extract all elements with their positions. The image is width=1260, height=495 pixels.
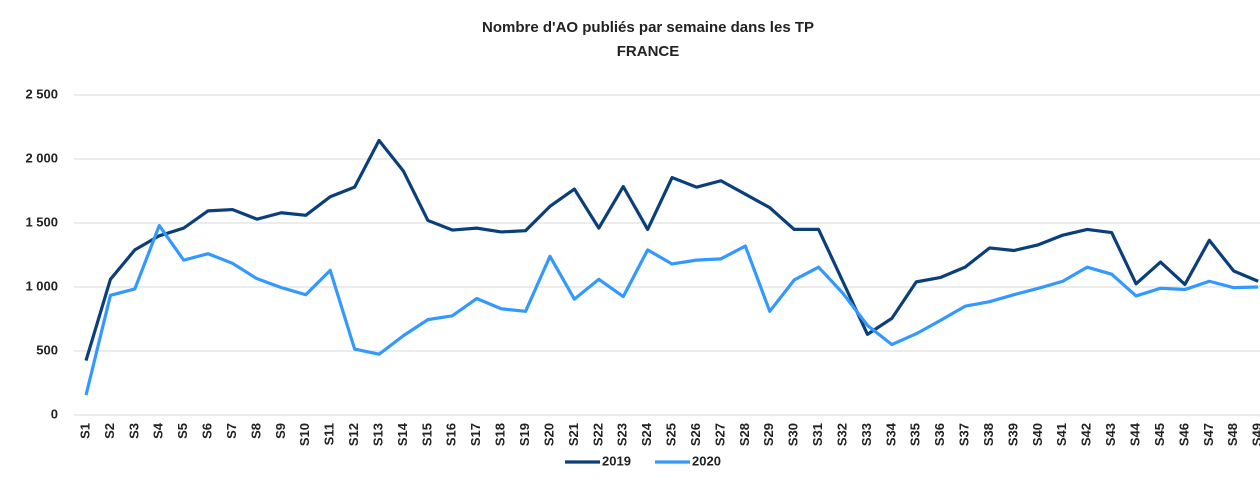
- x-tick-label: S26: [688, 423, 703, 446]
- y-tick-label: 0: [51, 406, 58, 421]
- x-tick-label: S48: [1225, 423, 1240, 446]
- x-tick-label: S9: [273, 423, 288, 439]
- x-tick-label: S24: [639, 422, 654, 446]
- x-tick-label: S40: [1030, 423, 1045, 446]
- x-tick-label: S29: [761, 423, 776, 446]
- y-tick-label: 1 000: [25, 278, 58, 293]
- x-tick-label: S14: [395, 422, 410, 446]
- x-tick-label: S49: [1250, 423, 1260, 446]
- x-tick-label: S35: [908, 423, 923, 446]
- x-tick-label: S13: [370, 423, 385, 446]
- chart-title: Nombre d'AO publiés par semaine dans les…: [482, 19, 814, 36]
- x-tick-label: S10: [297, 423, 312, 446]
- y-tick-label: 2 500: [25, 86, 58, 101]
- x-tick-label: S18: [493, 423, 508, 446]
- x-tick-label: S5: [175, 423, 190, 439]
- x-tick-label: S17: [468, 423, 483, 446]
- x-tick-label: S2: [102, 423, 117, 439]
- x-tick-label: S45: [1152, 423, 1167, 446]
- series-line: [84, 223, 1259, 396]
- x-tick-label: S7: [224, 423, 239, 439]
- x-tick-label: S21: [566, 423, 581, 446]
- series-line: [84, 138, 1259, 362]
- x-tick-label: S46: [1176, 423, 1191, 446]
- x-tick-label: S25: [664, 423, 679, 446]
- legend-label: 2020: [692, 453, 721, 468]
- x-tick-label: S22: [590, 423, 605, 446]
- x-tick-label: S42: [1079, 423, 1094, 446]
- x-tick-label: S30: [786, 423, 801, 446]
- x-tick-label: S15: [419, 423, 434, 446]
- x-tick-label: S1: [77, 423, 92, 439]
- x-tick-label: S20: [541, 423, 556, 446]
- x-tick-label: S33: [859, 423, 874, 446]
- x-tick-label: S23: [615, 423, 630, 446]
- x-tick-label: S44: [1127, 422, 1142, 446]
- x-tick-label: S31: [810, 423, 825, 446]
- y-tick-label: 2 000: [25, 150, 58, 165]
- x-tick-label: S27: [712, 423, 727, 446]
- x-tick-label: S11: [322, 423, 337, 445]
- x-tick-label: S19: [517, 423, 532, 446]
- x-tick-label: S12: [346, 423, 361, 446]
- x-tick-label: S6: [200, 423, 215, 439]
- x-tick-label: S39: [1005, 423, 1020, 446]
- x-tick-label: S3: [126, 423, 141, 439]
- x-tick-label: S43: [1103, 423, 1118, 446]
- chart-subtitle: FRANCE: [617, 43, 680, 60]
- x-tick-label: S4: [151, 422, 166, 439]
- x-tick-label: S36: [932, 423, 947, 446]
- y-tick-label: 1 500: [25, 214, 58, 229]
- x-tick-label: S41: [1054, 423, 1069, 446]
- legend-label: 2019: [602, 453, 631, 468]
- x-tick-label: S34: [883, 422, 898, 446]
- x-tick-label: S38: [981, 423, 996, 446]
- x-tick-label: S37: [957, 423, 972, 446]
- x-tick-label: S16: [444, 423, 459, 446]
- x-tick-label: S47: [1201, 423, 1216, 446]
- x-tick-label: S8: [248, 423, 263, 439]
- x-tick-label: S32: [834, 423, 849, 446]
- y-tick-label: 500: [36, 342, 58, 357]
- x-tick-label: S28: [737, 423, 752, 446]
